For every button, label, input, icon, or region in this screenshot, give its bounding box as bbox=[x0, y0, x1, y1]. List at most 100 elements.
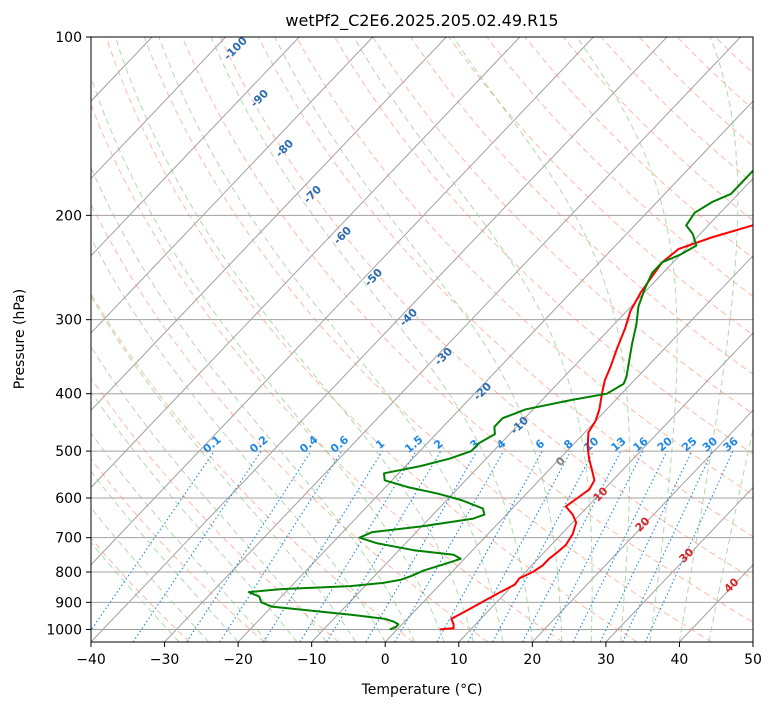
y-axis-label: Pressure (hPa) bbox=[12, 289, 28, 389]
x-tick-label: 50 bbox=[744, 652, 762, 668]
profile-series bbox=[247, 169, 753, 631]
dry-adiabat-line bbox=[91, 292, 414, 642]
x-tick-label: 30 bbox=[597, 652, 615, 668]
x-tick-label: −30 bbox=[150, 652, 180, 668]
y-tick-label: 900 bbox=[55, 595, 82, 611]
mixing-ratio-label: 1 bbox=[373, 437, 387, 452]
y-tick-label: 100 bbox=[55, 30, 82, 46]
dry-adiabat-line bbox=[91, 202, 489, 642]
mixing-ratio-label: 3 bbox=[468, 437, 482, 452]
mixing-ratio-line bbox=[644, 450, 734, 642]
mixing-ratio-line bbox=[326, 450, 442, 642]
dry-adiabat-line bbox=[410, 37, 753, 375]
dry-adiabat-line bbox=[638, 37, 753, 147]
y-tick-label: 200 bbox=[55, 208, 82, 224]
dry-adiabat-line bbox=[524, 37, 753, 259]
mixing-ratio-label: 1.5 bbox=[402, 433, 425, 455]
mixing-ratio-line bbox=[219, 450, 343, 642]
isotherm-line bbox=[91, 37, 447, 411]
dry-adiabat-line bbox=[448, 37, 753, 336]
y-tick-label: 600 bbox=[55, 491, 82, 507]
x-ticks: −40 −30 −20 −10 0 10 20 30 40 50 bbox=[76, 642, 762, 668]
mixing-ratio-line bbox=[365, 450, 478, 642]
x-tick-label: 10 bbox=[450, 652, 468, 668]
x-axis-label: Temperature (°C) bbox=[361, 682, 483, 698]
mixing-ratio-line bbox=[263, 450, 383, 642]
moist-adiabat-line bbox=[91, 76, 445, 642]
moist-adiabat-label: 20 bbox=[633, 514, 653, 534]
dry-adiabat-line bbox=[219, 37, 753, 580]
dry-adiabat-label: -40 bbox=[397, 306, 420, 329]
moist-adiabat-label: 30 bbox=[677, 545, 697, 565]
moist-adiabat-line bbox=[91, 470, 239, 642]
dry-adiabat-line bbox=[715, 37, 753, 74]
dry-adiabat-label: -30 bbox=[432, 345, 455, 368]
x-tick-label: 40 bbox=[671, 652, 689, 668]
mixing-ratio-label: 4 bbox=[494, 437, 508, 452]
x-tick-label: −10 bbox=[297, 652, 327, 668]
isotherm-line bbox=[91, 37, 668, 642]
moist-adiabat-label: 10 bbox=[591, 484, 611, 504]
mixing-ratio-line bbox=[394, 450, 505, 642]
chart-title: wetPf2_C2E6.2025.205.02.49.R15 bbox=[285, 11, 558, 31]
moist-adiabat-line bbox=[274, 37, 563, 642]
dry-adiabat-label: -90 bbox=[248, 87, 271, 110]
isotherm-line bbox=[91, 37, 300, 257]
mixing-ratio-line bbox=[572, 450, 668, 642]
moist-adiabat-line bbox=[678, 37, 739, 642]
isotherm-line bbox=[752, 641, 753, 642]
y-tick-label: 400 bbox=[55, 387, 82, 403]
dry-adiabat-line bbox=[105, 37, 638, 642]
isotherm-line bbox=[91, 37, 374, 334]
isotherm-line bbox=[605, 486, 753, 642]
isotherm-line bbox=[0, 37, 5, 642]
y-tick-label: 1000 bbox=[46, 622, 82, 638]
dry-adiabat-line bbox=[91, 458, 265, 642]
mixing-ratio-line bbox=[436, 450, 543, 642]
mixing-ratio-line bbox=[599, 450, 693, 642]
dry-adiabat-line bbox=[486, 37, 753, 298]
mixing-ratio-label: 2 bbox=[431, 437, 445, 452]
mixing-ratio-line bbox=[467, 450, 572, 642]
moist-adiabat-label: 40 bbox=[722, 575, 742, 595]
moist-adiabat-line bbox=[452, 37, 631, 642]
y-tick-label: 700 bbox=[55, 531, 82, 547]
isotherm-line bbox=[91, 37, 594, 566]
plot-frame bbox=[90, 36, 754, 643]
dry-adiabat-label: -10 bbox=[508, 414, 531, 437]
dry-adiabat-label: -80 bbox=[273, 137, 296, 160]
dry-adiabat-label: -50 bbox=[362, 266, 385, 289]
x-tick-label: −40 bbox=[76, 652, 106, 668]
dry-adiabat-line bbox=[562, 37, 753, 222]
background-lines bbox=[0, 37, 753, 642]
dry-adiabat-line bbox=[296, 37, 753, 496]
moist-adiabat-line bbox=[353, 37, 593, 642]
mixing-ratio-line bbox=[622, 450, 713, 642]
mixing-ratio-label: 0.6 bbox=[328, 433, 352, 456]
dry-adiabat-line bbox=[600, 37, 753, 184]
isotherm-line bbox=[164, 37, 741, 642]
dry-adiabat-label: -100 bbox=[221, 34, 250, 63]
dry-adiabat-line bbox=[91, 537, 191, 642]
mixing-ratio-label: 0.4 bbox=[297, 433, 321, 456]
isotherm-line bbox=[458, 332, 753, 642]
x-tick-label: −20 bbox=[223, 652, 253, 668]
moist-adiabat-line bbox=[91, 295, 357, 642]
y-tick-label: 500 bbox=[55, 444, 82, 460]
y-tick-label: 300 bbox=[55, 313, 82, 329]
isotherm-line bbox=[237, 100, 753, 642]
moist-adiabat-line bbox=[708, 426, 753, 642]
moist-adiabat-line bbox=[91, 345, 327, 642]
isotherm-line bbox=[91, 37, 521, 489]
moist-adiabat-line bbox=[158, 37, 504, 642]
isotherm-line bbox=[384, 254, 753, 642]
moist-adiabat-line bbox=[576, 37, 678, 642]
dewpoint-line bbox=[247, 169, 753, 631]
dry-adiabat-line bbox=[334, 37, 753, 455]
isotherm-line bbox=[531, 409, 753, 642]
dry-adiabat-line bbox=[91, 103, 563, 642]
dry-adiabat-line bbox=[258, 37, 753, 538]
dry-adiabat-line bbox=[181, 37, 753, 623]
moist-adiabat-line bbox=[91, 236, 386, 642]
